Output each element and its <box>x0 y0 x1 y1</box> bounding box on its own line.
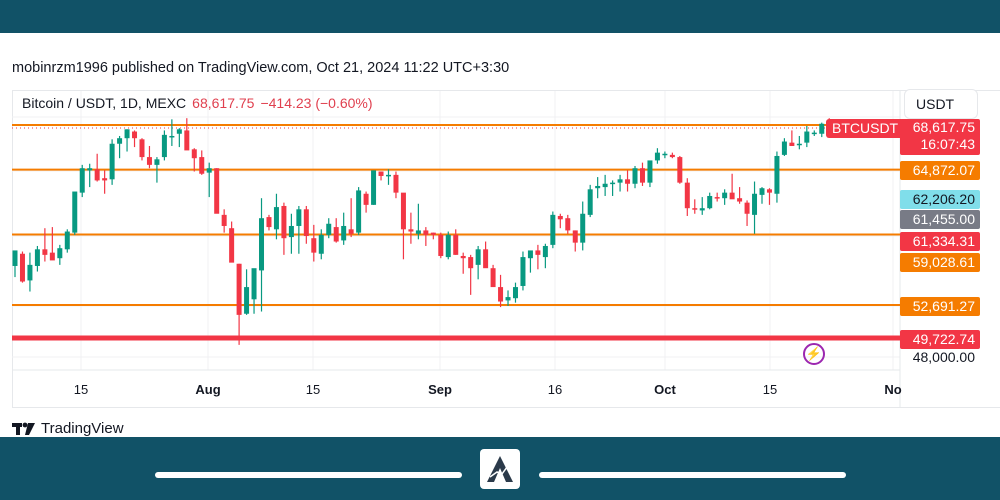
chart-pane[interactable] <box>12 90 1000 408</box>
price-tag: 52,691.27 <box>900 297 980 316</box>
time-axis-label: Aug <box>195 382 221 397</box>
price-tag: 48,000.00 <box>912 349 975 365</box>
time-axis-label: Oct <box>654 382 676 397</box>
nav-line-left <box>155 472 462 478</box>
app-icon[interactable] <box>480 449 520 489</box>
symbol-label: Bitcoin / USDT, 1D, MEXC <box>22 95 187 111</box>
last-price: 68,617.75 <box>192 95 255 111</box>
app-logo-icon <box>487 456 513 482</box>
price-tag: 59,028.61 <box>900 253 980 272</box>
time-axis-label: No <box>884 382 902 397</box>
price-tag: 61,334.31 <box>900 232 980 251</box>
top-app-bar <box>0 0 1000 33</box>
time-axis-label: 15 <box>305 382 321 397</box>
tv-logo-icon <box>12 422 35 435</box>
price-tag: 61,455.00 <box>900 210 980 229</box>
time-axis-label: 15 <box>73 382 89 397</box>
nav-line-right <box>539 472 846 478</box>
price-tag: 49,722.74 <box>900 330 980 349</box>
time-axis-label: 16 <box>547 382 563 397</box>
tradingview-logo: TradingView <box>12 420 124 437</box>
symbol-tag: BTCUSDT <box>826 119 905 138</box>
time-axis-label: Sep <box>428 382 452 397</box>
price-change: −414.23 (−0.60%) <box>260 95 373 111</box>
lightning-icon[interactable]: ⚡ <box>803 343 825 365</box>
price-tag: 64,872.07 <box>900 161 980 180</box>
chart-legend: Bitcoin / USDT, 1D, MEXC 68,617.75 −414.23… <box>22 95 373 111</box>
currency-selector[interactable]: USDT <box>904 89 978 119</box>
publish-info: mobinrzm1996 published on TradingView.co… <box>12 60 510 76</box>
price-tag: 68,617.75 16:07:43 <box>900 119 980 155</box>
price-tag: 62,206.20 <box>900 190 980 209</box>
time-axis-label: 15 <box>762 382 778 397</box>
countdown-timer: 16:07:43 <box>920 136 976 152</box>
brand-name: TradingView <box>41 420 124 437</box>
